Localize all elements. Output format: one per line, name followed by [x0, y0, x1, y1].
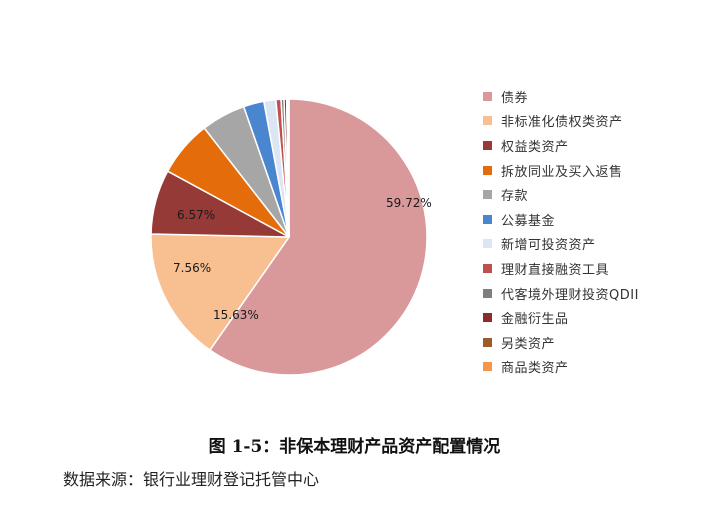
pie-slice-1: [208, 98, 428, 376]
legend-label: 金融衍生品: [501, 312, 569, 328]
data-source: 数据来源：银行业理财登记托管中心: [63, 470, 320, 489]
legend-label: 理财直接融资工具: [501, 262, 610, 278]
legend-label: 公募基金: [501, 213, 556, 229]
pie-chart: 59.72% 15.63% 7.56% 6.57%: [150, 98, 432, 376]
legend-item: 存款: [483, 182, 703, 207]
legend-swatch: [483, 337, 492, 347]
legend-label: 商品类资产: [501, 361, 569, 377]
legend-swatch: [483, 288, 492, 298]
slice-label-2: 15.63%: [213, 308, 259, 322]
figure-caption: 图 1-5：非保本理财产品资产配置情况: [208, 437, 501, 457]
legend-label: 新增可投资资产: [501, 238, 596, 254]
legend-item: 非标准化债权类资产: [483, 109, 703, 134]
legend-item: 金融衍生品: [483, 305, 703, 330]
chart-legend: 债券非标准化债权类资产 权益类资产拆放同业及买入返售 存款公募基金新增可投资资产 理财…: [483, 84, 703, 379]
legend-swatch: [483, 263, 492, 273]
legend-swatch: [483, 362, 492, 372]
legend-item: 权益类资产: [483, 133, 703, 158]
legend-label: 代客境外理财投资QDII: [501, 287, 639, 303]
slice-label-4: 6.57%: [177, 208, 215, 222]
legend-item: 新增可投资资产: [483, 232, 703, 257]
legend-swatch: [483, 214, 492, 224]
legend-swatch: [483, 165, 492, 175]
legend-label: 存款: [501, 189, 529, 205]
legend-item: 公募基金: [483, 207, 703, 232]
pie-slice-12: [287, 98, 290, 238]
legend-item: 债券: [483, 84, 703, 109]
pie-slice-2: [150, 233, 291, 352]
legend-item: 代客境外理财投资QDII: [483, 281, 703, 306]
slice-label-1: 59.72%: [386, 196, 432, 210]
legend-swatch: [483, 313, 492, 323]
legend-label: 债券: [501, 90, 529, 106]
slice-label-3: 7.56%: [173, 261, 211, 275]
legend-item: 商品类资产: [483, 355, 703, 380]
legend-label: 非标准化债权类资产: [501, 115, 623, 131]
legend-swatch: [483, 140, 492, 150]
legend-item: 拆放同业及买入返售: [483, 158, 703, 183]
legend-label: 另类资产: [501, 336, 556, 352]
legend-swatch: [483, 91, 492, 101]
legend-swatch: [483, 190, 492, 200]
legend-item: 理财直接融资工具: [483, 256, 703, 281]
legend-label: 拆放同业及买入返售: [501, 164, 623, 180]
legend-label: 权益类资产: [501, 139, 569, 155]
legend-item: 另类资产: [483, 330, 703, 355]
legend-swatch: [483, 116, 492, 126]
legend-swatch: [483, 239, 492, 249]
